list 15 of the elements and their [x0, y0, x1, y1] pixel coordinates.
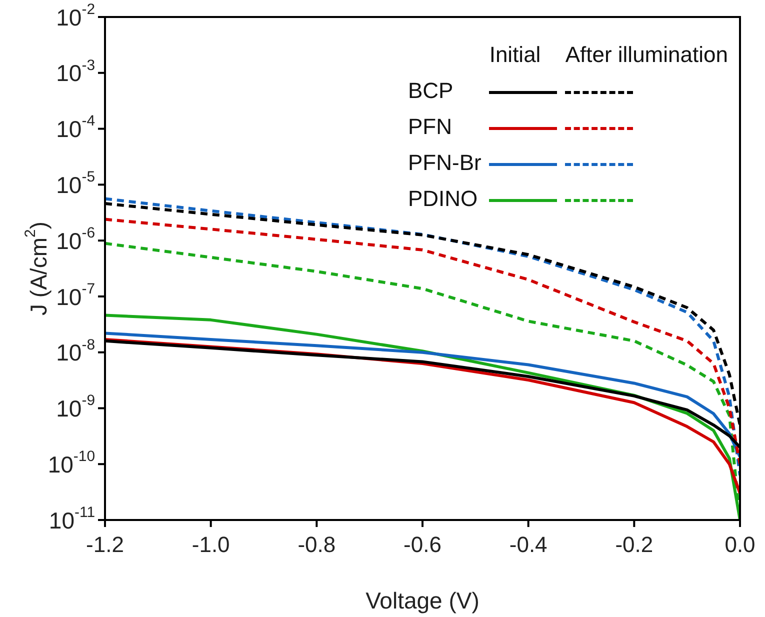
x-tick-label: 0.0: [724, 532, 756, 558]
x-tick-label: -1.0: [192, 532, 230, 558]
annotation: After illumination: [564, 41, 729, 69]
x-tick-label: -0.4: [509, 532, 548, 558]
legend-label: BCP: [407, 77, 454, 105]
x-tick-label: -0.6: [404, 532, 442, 558]
x-tick-label: -1.2: [86, 532, 124, 558]
annotation: Initial: [488, 41, 542, 69]
x-tick-label: -0.2: [615, 532, 654, 558]
legend-label: PFN: [407, 113, 453, 141]
legend-label: PFN-Br: [407, 149, 482, 177]
y-axis-title: J (A/cm2): [22, 222, 52, 316]
legend-label: PDINO: [407, 185, 479, 213]
x-tick-label: -0.8: [298, 532, 336, 558]
x-axis-title: Voltage (V): [366, 587, 480, 614]
